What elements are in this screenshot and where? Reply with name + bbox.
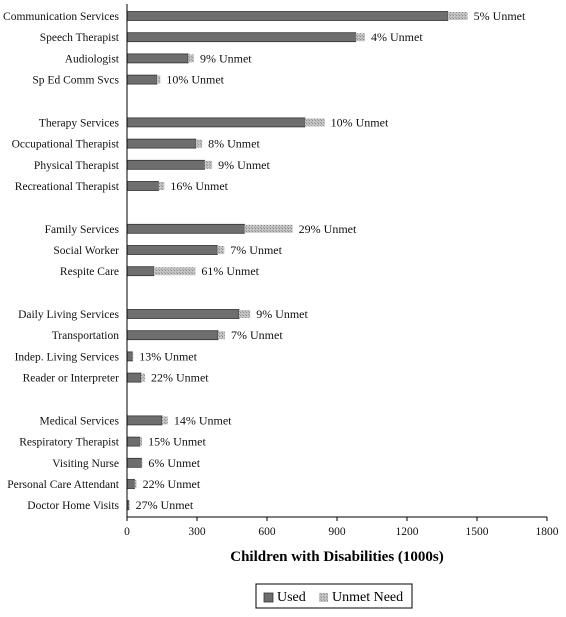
bar-used <box>126 457 142 468</box>
category-label: Visiting Nurse <box>52 458 119 470</box>
category-label: Therapy Services <box>39 117 120 129</box>
bar-used <box>126 479 135 489</box>
category-label: Family Services <box>45 224 120 236</box>
bar-annotation: 7% Unmet <box>230 243 282 257</box>
bar-used <box>126 159 205 170</box>
bar-unmet <box>355 33 365 42</box>
category-label: Respite Care <box>60 266 119 278</box>
category-label: Communication Services <box>3 11 119 23</box>
bar-annotation: 6% Unmet <box>148 456 200 470</box>
bar-annotation: 10% Unmet <box>166 73 224 87</box>
x-tick-label: 900 <box>328 526 346 538</box>
category-label: Physical Therapist <box>34 160 120 172</box>
bar-annotation: 8% Unmet <box>208 137 260 151</box>
x-tick-label: 1200 <box>396 526 419 538</box>
category-label: Medical Services <box>39 415 119 427</box>
legend-box <box>255 583 413 609</box>
bar-unmet <box>244 224 293 233</box>
bar-annotation: 29% Unmet <box>299 222 357 236</box>
bar-unmet <box>217 246 225 254</box>
bar-used <box>126 11 449 21</box>
bar-unmet <box>162 416 168 425</box>
bar-used <box>126 309 240 319</box>
bar-annotation: 22% Unmet <box>143 477 201 491</box>
category-label: Personal Care Attendant <box>7 479 120 491</box>
bar-annotation: 61% Unmet <box>201 264 259 278</box>
bar-annotation: 9% Unmet <box>200 51 252 65</box>
bar-unmet <box>195 139 203 148</box>
x-tick-label: 1800 <box>536 526 559 538</box>
legend-label-unmet: Unmet Need <box>332 590 403 605</box>
bar-annotation: 7% Unmet <box>231 328 283 342</box>
category-label: Transportation <box>52 330 120 342</box>
bar-annotation: 22% Unmet <box>151 371 209 385</box>
x-axis-label: Children with Disabilities (1000s) <box>230 549 444 565</box>
category-label: Indep. Living Services <box>15 351 120 363</box>
bar-unmet <box>141 458 143 467</box>
bar-used <box>126 117 306 128</box>
category-label: Speech Therapist <box>40 32 120 44</box>
bar-annotation: 15% Unmet <box>148 435 206 449</box>
bar-used <box>126 53 189 64</box>
bar-annotation: 14% Unmet <box>174 413 232 427</box>
bar-used <box>126 372 142 383</box>
x-axis: 0 300 600 900 1200 1500 1800 <box>124 4 559 538</box>
x-tick-label: 0 <box>124 526 130 538</box>
bar-unmet <box>239 310 251 318</box>
legend-swatch-unmet <box>319 593 328 602</box>
category-label: Daily Living Services <box>18 309 119 321</box>
category-label: Audiologist <box>65 53 120 65</box>
bar-used <box>126 138 197 149</box>
x-tick-label: 300 <box>188 526 206 538</box>
bar-unmet <box>188 54 194 63</box>
legend: Used Unmet Need <box>255 583 413 609</box>
bar-annotation: 5% Unmet <box>474 9 526 23</box>
bar-used <box>126 181 159 191</box>
bar-unmet <box>141 373 145 382</box>
bar-unmet <box>132 352 134 361</box>
bar-annotation: 4% Unmet <box>371 30 423 44</box>
bar-annotation: 10% Unmet <box>331 115 389 129</box>
bar-used <box>126 266 155 277</box>
category-label: Recreational Therapist <box>15 181 120 193</box>
category-label: Reader or Interpreter <box>23 373 120 385</box>
bar-used <box>126 330 219 341</box>
bar-unmet <box>156 75 161 84</box>
bar-annotation: 27% Unmet <box>136 498 194 512</box>
legend-swatch-used <box>263 592 274 603</box>
bar-used <box>126 32 357 43</box>
category-label: Occupational Therapist <box>12 139 120 151</box>
x-tick-label: 1500 <box>466 526 489 538</box>
bar-unmet <box>158 182 165 190</box>
bar-used <box>126 436 141 447</box>
category-label: Respiratory Therapist <box>19 437 120 449</box>
bar-used <box>126 223 245 234</box>
x-tick-label: 600 <box>258 526 276 538</box>
bar-unmet <box>139 437 143 446</box>
plot-area: Communication Services 5% Unmet Speech The… <box>3 9 526 512</box>
bar-unmet <box>128 501 130 510</box>
legend-label-used: Used <box>277 590 306 605</box>
bar-unmet <box>134 480 137 488</box>
bar-annotation: 9% Unmet <box>218 158 270 172</box>
bar-annotation: 16% Unmet <box>170 179 228 193</box>
bar-annotation: 9% Unmet <box>256 307 308 321</box>
category-label: Social Worker <box>53 245 119 257</box>
bar-used <box>126 245 218 255</box>
bar-annotation: 13% Unmet <box>139 349 197 363</box>
bar-unmet <box>153 267 196 276</box>
bar-used <box>126 415 163 426</box>
bar-unmet <box>204 160 213 169</box>
bar-unmet <box>447 12 468 20</box>
category-label: Doctor Home Visits <box>27 500 119 512</box>
bar-used <box>126 351 133 362</box>
bar-used <box>126 74 158 85</box>
category-label: Sp Ed Comm Svcs <box>32 75 119 87</box>
bar-unmet <box>304 118 325 127</box>
bar-unmet <box>218 331 225 340</box>
